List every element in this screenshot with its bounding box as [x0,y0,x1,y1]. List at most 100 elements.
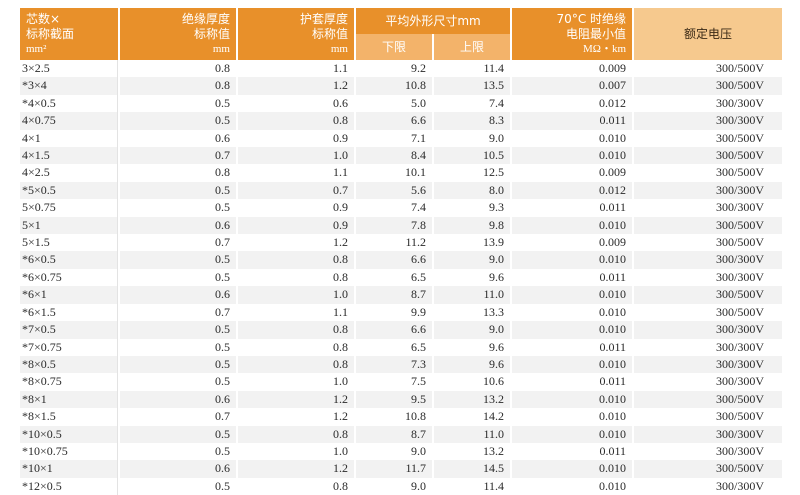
cell-upper: 13.9 [434,234,511,252]
cell-upper: 9.0 [434,321,511,339]
cell-voltage: 300/500V [634,60,783,78]
cell-resistance: 0.010 [512,286,633,304]
cell-resistance: 0.012 [512,94,633,113]
cell-lower: 7.1 [356,129,432,148]
table-row: *7×0.75 0.5 0.8 6.5 9.6 0.011 300/300V [20,338,783,356]
table-row: *10×0.5 0.5 0.8 8.7 11.0 0.010 300/300V [20,425,783,443]
cell-upper: 11.4 [434,60,511,78]
cell-lower: 9.9 [356,303,432,322]
cell-insulation: 0.7 [120,408,236,426]
cable-spec-table: 芯数× 标称截面 mm² 绝缘厚度 标称值 mm 护套厚度 标称值 mm 平均外… [18,8,784,495]
cell-sheath: 0.7 [238,181,354,200]
table-row: *6×0.75 0.5 0.8 6.5 9.6 0.011 300/300V [20,268,783,287]
cell-upper: 10.5 [434,147,511,165]
cell-sheath: 1.2 [238,460,354,478]
cell-insulation: 0.5 [120,268,236,287]
cell-sheath: 0.8 [238,112,354,130]
cell-spec: *7×0.5 [20,321,118,339]
cell-insulation: 0.5 [120,94,236,113]
cell-lower: 7.8 [356,216,432,235]
table-row: *10×1 0.6 1.2 11.7 14.5 0.010 300/500V [20,460,783,478]
table-row: *6×1 0.6 1.0 8.7 11.0 0.010 300/500V [20,286,783,304]
cell-spec: 3×2.5 [20,60,118,78]
header-outer-dimension: 平均外形尺寸mm [356,8,511,34]
cell-sheath: 0.9 [238,129,354,148]
header-insulation-label: 绝缘厚度 [181,11,230,26]
cell-resistance: 0.010 [512,355,633,374]
table-row: 4×1.5 0.7 1.0 8.4 10.5 0.010 300/500V [20,147,783,165]
table-header: 芯数× 标称截面 mm² 绝缘厚度 标称值 mm 护套厚度 标称值 mm 平均外… [20,8,783,60]
cell-voltage: 300/300V [634,268,783,287]
cell-voltage: 300/300V [634,355,783,374]
cell-upper: 9.3 [434,199,511,217]
cell-spec: 4×0.75 [20,112,118,130]
cell-insulation: 0.5 [120,425,236,443]
table-row: *3×4 0.8 1.2 10.8 13.5 0.007 300/500V [20,77,783,95]
cell-sheath: 1.1 [238,60,354,78]
cell-upper: 14.5 [434,460,511,478]
cell-spec: 5×1 [20,216,118,235]
header-cores-label: 芯数× [26,11,61,26]
cell-voltage: 300/500V [634,460,783,478]
cell-sheath: 1.0 [238,286,354,304]
table-row: 4×0.75 0.5 0.8 6.6 8.3 0.011 300/300V [20,112,783,130]
cell-resistance: 0.010 [512,129,633,148]
cell-spec: *10×1 [20,460,118,478]
cell-voltage: 300/300V [634,373,783,391]
cell-sheath: 0.9 [238,199,354,217]
cell-resistance: 0.010 [512,460,633,478]
cell-resistance: 0.012 [512,181,633,200]
cell-sheath: 1.0 [238,442,354,461]
cell-upper: 12.5 [434,164,511,182]
header-sheath-unit: mm [330,42,348,55]
cell-voltage: 300/500V [634,164,783,182]
cell-voltage: 300/300V [634,425,783,443]
cell-voltage: 300/300V [634,321,783,339]
header-cores-section: 芯数× 标称截面 mm² [20,8,118,60]
table-body: 3×2.5 0.8 1.1 9.2 11.4 0.009 300/500V *3×4 0.8 1.… [20,60,783,495]
header-sheath-sub: 标称值 [311,26,348,41]
cell-lower: 8.4 [356,147,432,165]
cell-sheath: 1.2 [238,77,354,95]
cell-resistance: 0.011 [512,338,633,356]
cell-spec: 5×1.5 [20,234,118,252]
header-sheath-label: 护套厚度 [299,11,348,26]
table-row: *6×1.5 0.7 1.1 9.9 13.3 0.010 300/500V [20,303,783,322]
cell-spec: *6×1.5 [20,303,118,322]
cell-sheath: 0.8 [238,321,354,339]
table-row: *4×0.5 0.5 0.6 5.0 7.4 0.012 300/300V [20,94,783,113]
cell-voltage: 300/300V [634,442,783,461]
cell-upper: 8.0 [434,181,511,200]
cell-lower: 10.8 [356,77,432,95]
cell-spec: *8×1 [20,390,118,409]
cell-spec: *3×4 [20,77,118,95]
cell-upper: 13.5 [434,77,511,95]
cell-sheath: 1.1 [238,164,354,182]
cell-resistance: 0.010 [512,303,633,322]
cell-insulation: 0.5 [120,373,236,391]
cell-lower: 8.7 [356,425,432,443]
table-row: *8×1.5 0.7 1.2 10.8 14.2 0.010 300/500V [20,408,783,426]
cell-upper: 11.0 [434,425,511,443]
cell-spec: *5×0.5 [20,181,118,200]
cell-voltage: 300/300V [634,199,783,217]
cell-insulation: 0.6 [120,390,236,409]
cell-sheath: 1.2 [238,408,354,426]
cell-voltage: 300/300V [634,251,783,269]
cell-sheath: 1.1 [238,303,354,322]
header-lower: 下限 [356,34,432,60]
cell-sheath: 1.2 [238,390,354,409]
cell-upper: 10.6 [434,373,511,391]
cell-upper: 13.2 [434,442,511,461]
cell-sheath: 0.9 [238,216,354,235]
table-row: 4×1 0.6 0.9 7.1 9.0 0.010 300/500V [20,129,783,148]
cell-resistance: 0.011 [512,199,633,217]
cell-resistance: 0.007 [512,77,633,95]
cell-upper: 9.6 [434,268,511,287]
cell-spec: *12×0.5 [20,477,118,495]
cell-sheath: 1.0 [238,373,354,391]
cell-sheath: 1.2 [238,234,354,252]
cell-resistance: 0.010 [512,477,633,495]
cell-resistance: 0.010 [512,216,633,235]
cell-insulation: 0.8 [120,60,236,78]
